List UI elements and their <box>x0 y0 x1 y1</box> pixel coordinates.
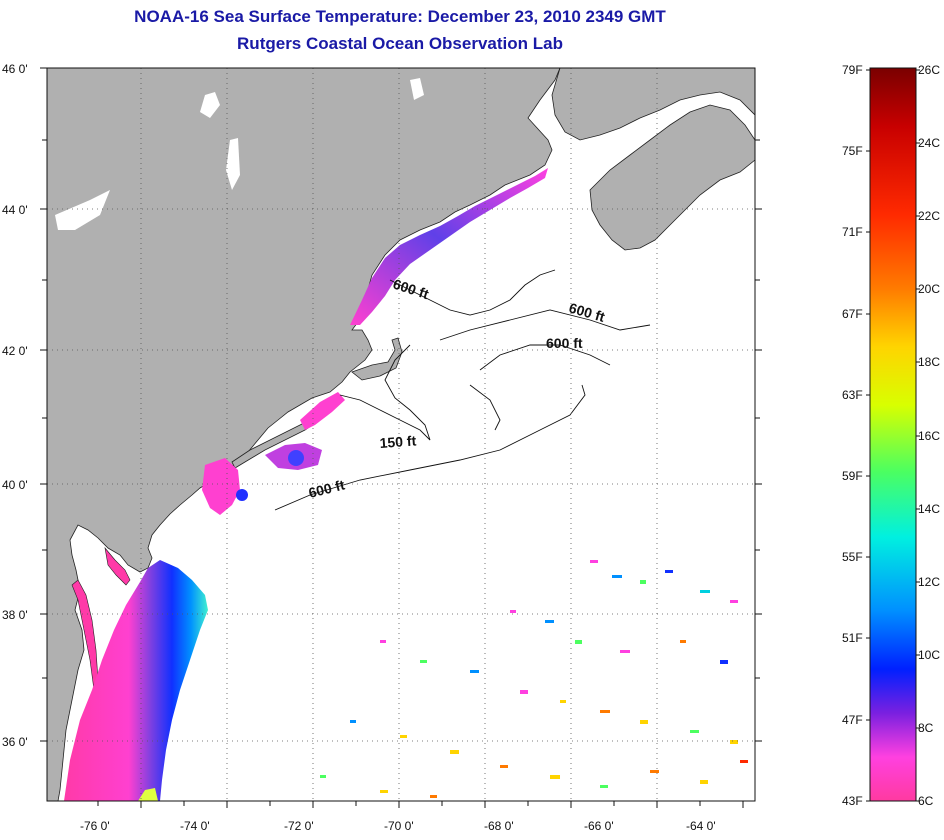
sst-cape-hatteras-tip <box>138 788 158 801</box>
lon-label: -68 0' <box>484 819 514 833</box>
lat-label: 38 0' <box>2 608 28 622</box>
sst-gulf-of-maine <box>350 168 548 325</box>
sst-li-blue <box>288 450 304 466</box>
lat-label: 46 0' <box>2 62 28 76</box>
lon-label: -70 0' <box>384 819 414 833</box>
land-cape-cod <box>351 337 403 381</box>
grid-lines <box>47 68 755 801</box>
sst-mid-atlantic <box>64 560 208 801</box>
lat-label: 36 0' <box>2 735 28 749</box>
axis-ticks <box>40 67 762 808</box>
lat-label: 44 0' <box>2 203 28 217</box>
land-nova-scotia <box>589 104 755 251</box>
map-subtitle: Rutgers Coastal Ocean Observation Lab <box>237 34 563 53</box>
inland-lakes <box>55 78 424 230</box>
lat-label: 42 0' <box>2 344 28 358</box>
lat-label: 40 0' <box>2 478 28 492</box>
lon-label: -74 0' <box>180 819 210 833</box>
map-title: NOAA-16 Sea Surface Temperature: Decembe… <box>134 7 666 26</box>
lon-label: -66 0' <box>584 819 614 833</box>
map-frame <box>46 67 756 802</box>
land-new-brunswick <box>551 68 755 141</box>
sst-offshore-patches <box>320 560 748 798</box>
lon-label: -72 0' <box>284 819 314 833</box>
lon-label: -76 0' <box>80 819 110 833</box>
sst-nj-blue <box>236 489 248 501</box>
delaware-bay <box>104 546 131 586</box>
contour-label: 600 ft <box>546 335 583 351</box>
lon-label: -64 0' <box>686 819 716 833</box>
sst-south-new-england <box>300 392 345 430</box>
contour-label: 150 ft <box>379 432 417 451</box>
depth-contours <box>274 269 651 511</box>
sst-nj-blob <box>202 458 240 515</box>
